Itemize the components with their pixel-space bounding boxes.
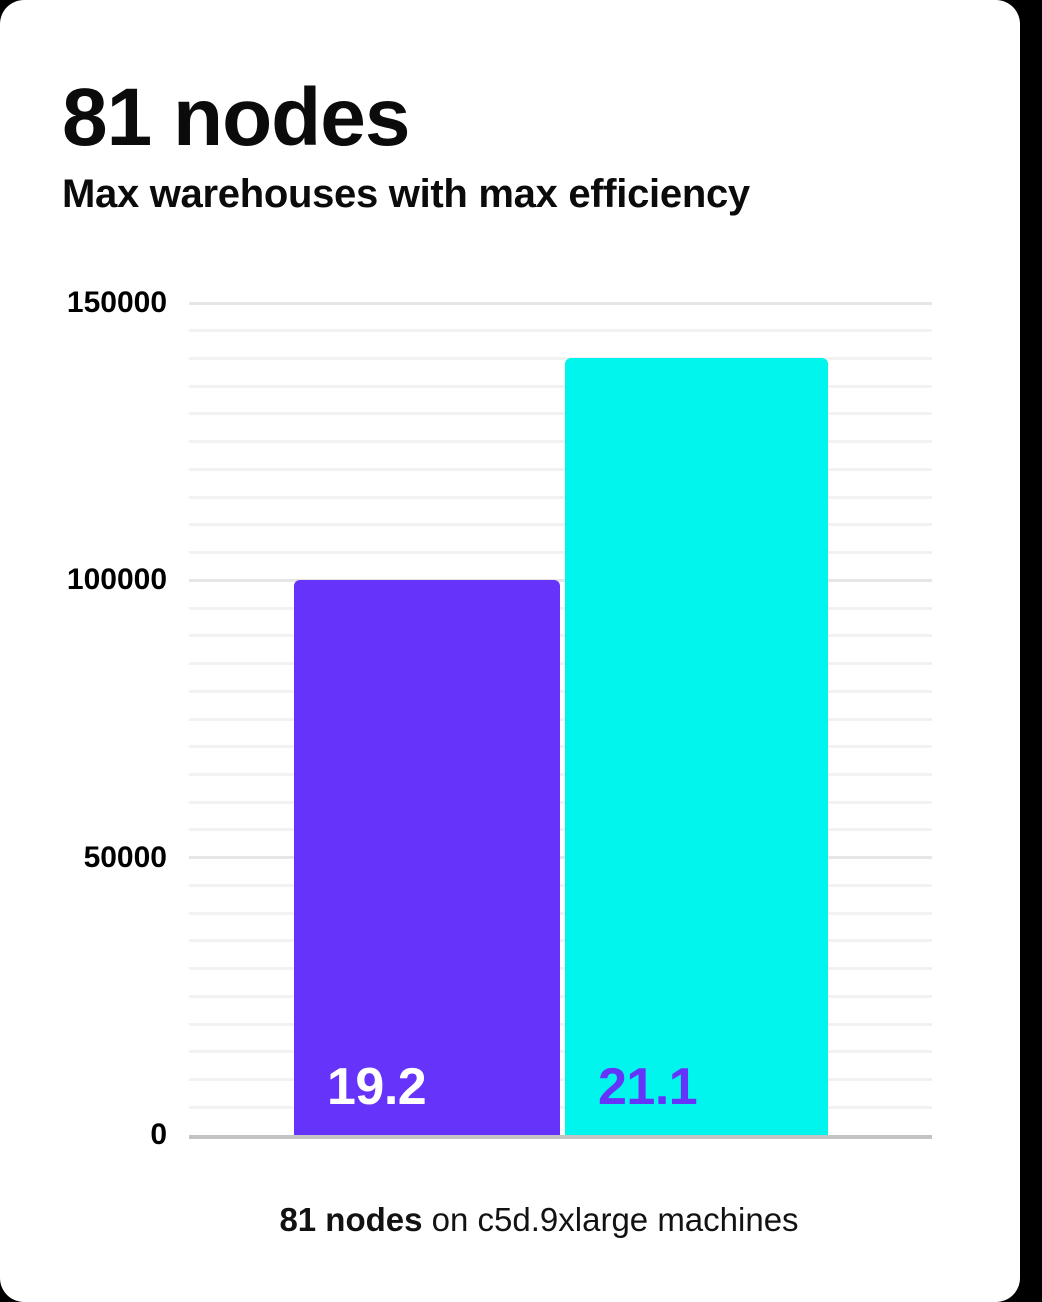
minor-gridline-5000 (189, 1105, 932, 1109)
minor-gridline-95000 (189, 606, 932, 610)
minor-gridline-30000 (189, 967, 932, 971)
major-gridline-150000 (189, 301, 932, 305)
chart-card: 81 nodes Max warehouses with max efficie… (0, 0, 1020, 1302)
minor-gridline-10000 (189, 1078, 932, 1082)
major-gridline-50000 (189, 856, 932, 860)
minor-gridline-90000 (189, 634, 932, 638)
bar-value-label-19.2: 19.2 (327, 1058, 427, 1116)
minor-gridline-105000 (189, 551, 932, 555)
y-axis-tick-label-100000: 100000 (66, 563, 167, 597)
minor-gridline-85000 (189, 662, 932, 666)
minor-gridline-80000 (189, 689, 932, 693)
bar-chart-plot-area: 19.2 21.1 (189, 301, 932, 1139)
x-axis-line (189, 1135, 932, 1139)
minor-gridline-55000 (189, 828, 932, 832)
minor-gridline-130000 (189, 412, 932, 416)
minor-gridline-40000 (189, 911, 932, 915)
bar-21.1: 21.1 (565, 358, 828, 1135)
minor-gridline-45000 (189, 883, 932, 887)
minor-gridline-145000 (189, 329, 932, 333)
minor-gridline-35000 (189, 939, 932, 943)
y-axis-tick-label-50000: 50000 (83, 840, 167, 874)
minor-gridline-120000 (189, 467, 932, 471)
minor-gridline-140000 (189, 356, 932, 360)
y-axis-tick-labels: 0 50000 100000 150000 (30, 288, 167, 1150)
chart-caption: 81 nodes on c5d.9xlarge machines (139, 1200, 939, 1240)
minor-gridline-110000 (189, 523, 932, 527)
bar-value-label-21.1: 21.1 (598, 1058, 698, 1116)
minor-gridline-20000 (189, 1022, 932, 1026)
bar-19.2: 19.2 (294, 580, 560, 1135)
minor-gridline-135000 (189, 384, 932, 388)
minor-gridline-70000 (189, 745, 932, 749)
major-gridline-100000 (189, 578, 932, 582)
minor-gridline-25000 (189, 994, 932, 998)
minor-gridline-115000 (189, 495, 932, 499)
caption-regular-text: on c5d.9xlarge machines (422, 1201, 799, 1238)
minor-gridline-15000 (189, 1050, 932, 1054)
chart-title: 81 nodes (62, 72, 410, 163)
y-axis-tick-label-150000: 150000 (66, 286, 167, 319)
caption-bold-text: 81 nodes (279, 1201, 423, 1238)
minor-gridline-65000 (189, 772, 932, 776)
minor-gridline-125000 (189, 440, 932, 444)
minor-gridline-75000 (189, 717, 932, 721)
y-axis-tick-label-0: 0 (150, 1118, 167, 1151)
chart-subtitle: Max warehouses with max efficiency (62, 172, 750, 216)
minor-gridline-60000 (189, 800, 932, 804)
